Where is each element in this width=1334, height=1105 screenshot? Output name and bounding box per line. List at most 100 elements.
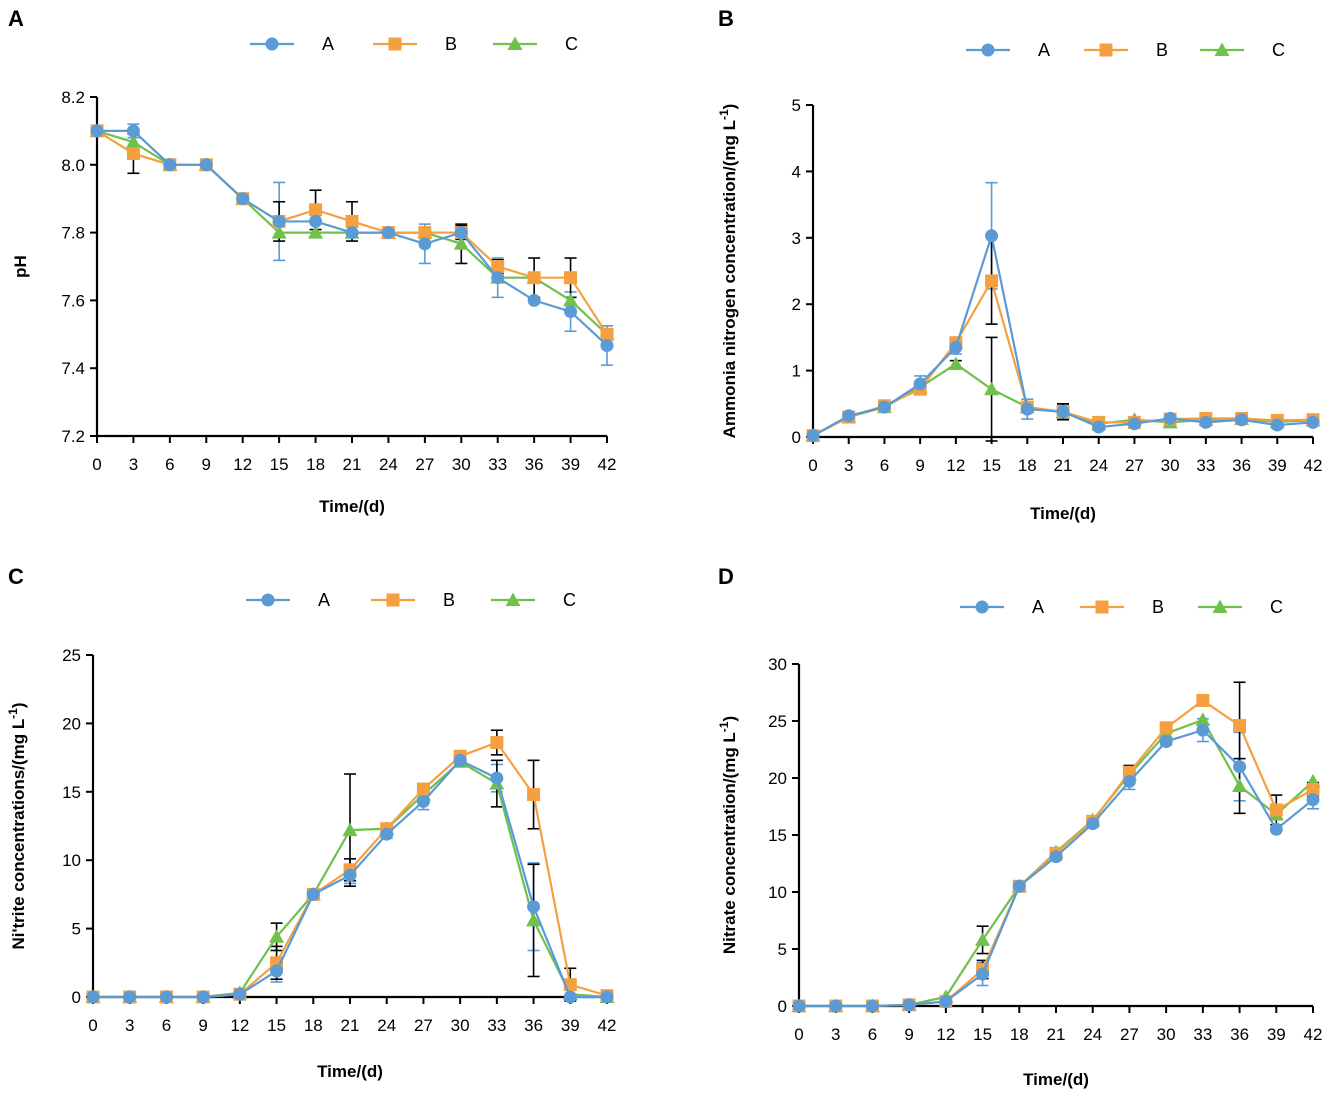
error-bars-b [270, 729, 577, 1002]
y-axis-title: pH [11, 255, 30, 278]
x-tick-label: 6 [880, 456, 889, 475]
data-point-a [976, 967, 990, 981]
data-point-c [342, 822, 358, 837]
x-tick-label: 27 [1120, 1025, 1139, 1044]
legend-marker-b [386, 593, 400, 607]
y-tick-label: 30 [768, 655, 787, 674]
y-tick-label: 8.0 [61, 156, 85, 175]
x-tick-label: 33 [1193, 1025, 1212, 1044]
x-tick-label: 9 [198, 1016, 207, 1035]
data-point-a [527, 900, 541, 914]
panel-a-plot: 7.27.47.67.88.08.20 3 6 9 12 15 18 21 24 27 30 33 36… [11, 34, 616, 516]
error-bars-b [842, 237, 1319, 426]
data-point-a [86, 990, 100, 1004]
x-tick-label: 30 [452, 455, 471, 474]
series-markers-a [792, 723, 1320, 1013]
data-point-a [380, 827, 394, 841]
panel-a: A 7.27.47.67.88.08.20 3 6 9 12 15 18 21 24 27 30 33… [8, 6, 616, 516]
data-point-c [271, 225, 287, 239]
legend-marker-a [981, 43, 995, 57]
data-point-a [1092, 420, 1106, 434]
data-point-a [236, 192, 250, 206]
y-tick-label: 7.6 [61, 291, 85, 310]
data-point-b [1233, 719, 1247, 733]
x-tick-label: 3 [129, 455, 138, 474]
legend-label-b: B [445, 34, 457, 54]
y-tick-label: 1 [792, 362, 801, 381]
data-point-a [842, 409, 856, 423]
x-tick-label: 24 [1089, 456, 1108, 475]
x-tick-label: 39 [1267, 1025, 1286, 1044]
data-point-a [1306, 415, 1320, 429]
x-tick-label: 24 [377, 1016, 396, 1035]
x-tick-label: 21 [341, 1016, 360, 1035]
x-tick-label: 39 [1268, 456, 1287, 475]
legend-marker-a [975, 600, 989, 614]
x-axis-title: Time/(d) [317, 1062, 383, 1081]
y-tick-label: 7.4 [61, 359, 85, 378]
x-tick-label: 42 [1304, 456, 1323, 475]
y-tick-label: 7.8 [61, 224, 85, 243]
y-tick-label: 0 [72, 988, 81, 1007]
data-point-a [345, 226, 359, 240]
data-point-a [1233, 760, 1247, 774]
data-point-c [1195, 712, 1211, 726]
y-tick-label: 5 [778, 940, 787, 959]
legend: A B C [966, 40, 1285, 60]
x-tick-label: 33 [487, 1016, 506, 1035]
x-tick-label: 9 [904, 1025, 913, 1044]
series-markers-a [90, 124, 614, 352]
legend-label-a: A [318, 590, 330, 610]
y-axis-title-main: Ammonia nitrogen concentration/(mg L [720, 120, 739, 438]
legend: A B C [246, 590, 576, 610]
panel-d-letter: D [718, 564, 734, 589]
legend-marker-a [265, 37, 279, 51]
data-point-b [527, 271, 541, 285]
data-point-a [600, 990, 614, 1004]
x-tick-label: 6 [162, 1016, 171, 1035]
data-point-c [975, 932, 991, 946]
x-tick-label: 27 [1125, 456, 1144, 475]
legend-marker-b [1095, 600, 1109, 614]
data-point-a [600, 338, 614, 352]
y-tick-label: 20 [768, 769, 787, 788]
y-tick-label: 2 [792, 295, 801, 314]
data-point-a [418, 237, 432, 251]
x-tick-label: 0 [794, 1025, 803, 1044]
data-point-c [269, 929, 285, 943]
y-axis-title-superscript: -1 [6, 708, 20, 719]
y-axis-title-end: ) [720, 716, 739, 722]
data-point-a [454, 226, 468, 240]
y-tick-label: 3 [792, 229, 801, 248]
legend-label-b: B [443, 590, 455, 610]
x-tick-label: 39 [561, 455, 580, 474]
data-point-a [159, 990, 173, 1004]
data-point-a [1235, 413, 1249, 427]
x-tick-label: 0 [808, 456, 817, 475]
x-tick-label: 24 [379, 455, 398, 474]
panel-a-letter: A [8, 6, 24, 31]
error-bars-b [976, 681, 1319, 980]
data-point-a [1012, 879, 1026, 893]
x-tick-label: 21 [343, 455, 362, 474]
y-tick-label: 5 [792, 96, 801, 115]
legend-label-b: B [1152, 597, 1164, 617]
x-tick-label: 9 [915, 456, 924, 475]
legend-label-b: B [1156, 40, 1168, 60]
x-tick-label: 6 [165, 455, 174, 474]
legend-label-c: C [1272, 40, 1285, 60]
data-point-a [1056, 405, 1070, 419]
data-point-a [902, 998, 916, 1012]
panel-c-letter: C [8, 564, 24, 589]
x-tick-label: 30 [451, 1016, 470, 1035]
data-point-b [1269, 803, 1283, 817]
y-axis-title-main: Ni'trite concentrations/(mg L [9, 719, 28, 950]
data-point-a [985, 229, 999, 243]
data-point-a [381, 226, 395, 240]
data-point-b [418, 226, 432, 240]
